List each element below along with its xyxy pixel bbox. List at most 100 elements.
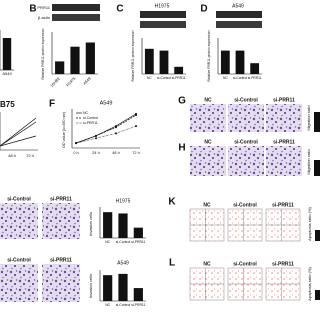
curve (0, 117, 37, 147)
y-axis-label: Invasion cells (88, 274, 93, 298)
micrograph (266, 146, 302, 176)
image-label: si-Control (7, 196, 31, 202)
x-tick-label: 24 h (92, 151, 99, 155)
y-axis-label: OD value (λ=490 nm) (62, 111, 66, 148)
y-axis-label: Relative PRR11 protein expression (207, 30, 211, 81)
x-tick-label: 0 h (73, 151, 78, 155)
bar (250, 63, 260, 74)
panel-letter: D (200, 4, 207, 15)
legend-label: si-Control (83, 116, 98, 120)
x-tick-label: 48 h (112, 151, 119, 155)
point (95, 137, 97, 140)
y-axis-label: Migration ratio (306, 105, 311, 131)
y-axis-label: Relative PRR11 protein expression (131, 30, 135, 81)
blot-band (52, 14, 100, 21)
y-axis-label: Invasion cells (88, 212, 93, 236)
y-axis-label: Apoptosis ratio (%) (307, 206, 312, 240)
blot-band (140, 11, 186, 18)
bar (70, 46, 80, 74)
panel-letter: K (168, 197, 176, 208)
x-tick-label: H1975 (66, 77, 77, 88)
y-axis-label: Apoptosis ratio (%) (307, 266, 312, 300)
bar (314, 112, 320, 132)
legend-label: NC (83, 111, 89, 115)
point (135, 125, 137, 128)
blot-band (216, 21, 262, 28)
micrograph (190, 146, 226, 176)
image-label: si-PRR11 (273, 97, 295, 103)
bar (174, 66, 184, 74)
x-tick-label: si-Control (116, 240, 131, 244)
micrograph (228, 104, 264, 132)
panel-title: A549 (117, 260, 129, 266)
x-tick-label: A549 (83, 77, 92, 86)
micrograph (0, 264, 38, 302)
bar (133, 227, 143, 238)
x-tick-label: 48 h (8, 153, 16, 158)
bar (2, 38, 12, 70)
bar (315, 230, 320, 241)
image-label: si-PRR11 (273, 139, 295, 145)
blot-label: β-actin (38, 15, 50, 20)
x-tick-label: 16HBE (50, 76, 62, 88)
blot-label: PRR11 (37, 5, 50, 10)
panel-title: A549 (232, 3, 244, 9)
x-tick-label: NC (105, 303, 110, 307)
bar (159, 50, 169, 74)
panel-title: H1975 (116, 198, 131, 204)
line (75, 114, 137, 144)
image-label: si-Control (233, 202, 257, 208)
y-axis-label: Migration ratio (306, 149, 311, 175)
micrograph (42, 203, 80, 239)
bar (315, 290, 320, 300)
panel-letter: G (178, 96, 186, 107)
y-axis-label: Relative PRR11 protein expression (41, 28, 45, 79)
bar (103, 212, 113, 238)
image-label: si-PRR11 (50, 196, 72, 202)
image-label: NC (203, 202, 211, 208)
point (115, 126, 117, 129)
legend-label: si-PRR11 (83, 121, 98, 125)
micrograph (0, 203, 38, 239)
bar (133, 288, 143, 301)
image-label: si-Control (233, 261, 257, 267)
point (115, 132, 117, 135)
blot-band (52, 4, 100, 11)
image-label: NC (204, 139, 212, 145)
bar (235, 50, 245, 74)
curve (0, 135, 37, 147)
panel-letter: C (116, 4, 123, 15)
blot-band (216, 11, 262, 18)
bar (220, 50, 230, 74)
x-tick-label: NC (105, 240, 110, 244)
panel-letter: F (49, 99, 55, 110)
curve (0, 121, 37, 147)
panel-letter: B (29, 4, 36, 15)
micrograph (228, 146, 264, 176)
line (75, 125, 137, 144)
panel-title: A549 (100, 100, 113, 106)
x-tick-label: si-PRR11 (131, 303, 145, 307)
blot-band (140, 21, 186, 28)
x-tick-label: si-PRR11 (248, 76, 262, 80)
bar (85, 42, 95, 74)
point (75, 142, 77, 145)
point (95, 134, 97, 137)
x-tick-label: si-PRR11 (172, 76, 186, 80)
x-tick-label: si-Control (116, 303, 131, 307)
bar (118, 273, 128, 301)
bar (314, 160, 320, 176)
x-tick-label: A549 (2, 71, 12, 76)
micrograph (190, 104, 226, 132)
bar (103, 275, 113, 301)
image-label: si-PRR11 (50, 257, 72, 263)
image-label: si-PRR11 (272, 202, 294, 208)
image-label: NC (203, 261, 211, 267)
micrograph (42, 264, 80, 302)
x-tick-label: NC (147, 76, 152, 80)
image-label: si-Control (234, 139, 258, 145)
x-tick-label: si-PRR11 (131, 240, 145, 244)
x-tick-label: 72 h (26, 153, 34, 158)
bar (144, 48, 154, 74)
